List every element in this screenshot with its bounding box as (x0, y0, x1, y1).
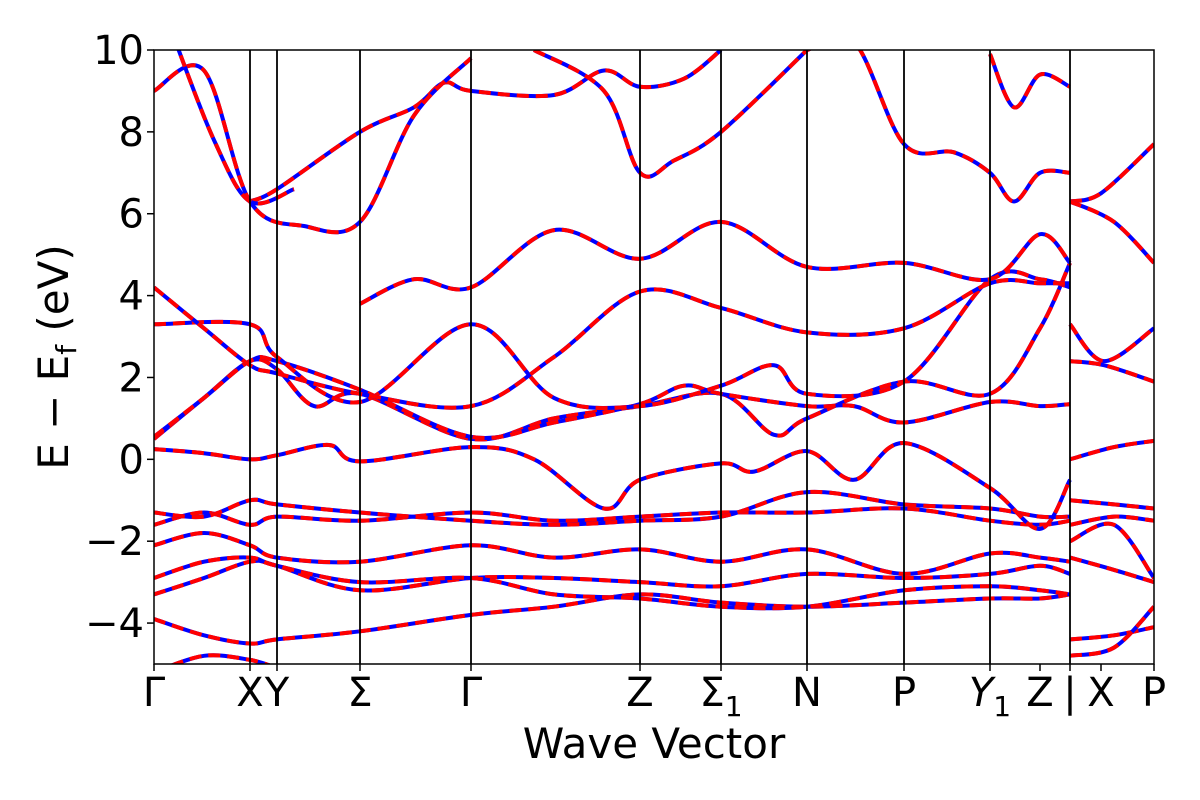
band-line-solid-5 (154, 506, 1071, 527)
band-line-dashed-18 (988, 53, 1071, 110)
band-line-dashed-9 (154, 355, 1071, 440)
y-tick-label: 6 (119, 192, 144, 238)
y-tick-label: 4 (119, 274, 144, 320)
x-tick-label: Γ (143, 670, 166, 716)
band-line-dashed-22 (1069, 359, 1154, 384)
y-axis-label-space (29, 332, 78, 345)
band-line-dashed-10 (154, 269, 1071, 411)
x-tick-label: P (1142, 670, 1166, 716)
band-line-dashed-21 (1068, 322, 1154, 364)
band-line-dashed-14 (154, 56, 473, 235)
y-tick-label: 10 (93, 28, 144, 74)
y-axis-label: E − Ef (eV) (29, 244, 83, 470)
high-symmetry-lines (249, 50, 1071, 664)
plot-frame (153, 49, 1155, 665)
band-line-dashed-2 (154, 558, 1071, 597)
y-ticks: −4 −2 0 2 4 6 8 10 (85, 28, 154, 647)
x-tick-label: Y1 (969, 670, 1011, 723)
band-line-dashed-16 (532, 50, 809, 179)
y-tick-label: 0 (119, 437, 144, 483)
band-line-dashed-26 (1069, 521, 1154, 580)
x-tick-label: Γ (460, 670, 483, 716)
x-ticks: Γ X Y Σ Γ Z Σ1 N P Y1 Z | X P (143, 664, 1166, 723)
band-line-dashed-25 (1069, 514, 1154, 527)
band-line-dashed-17 (807, 50, 1071, 204)
x-tick-label: | (1063, 670, 1076, 716)
x-tick-label: Σ (347, 670, 372, 716)
band-line-dashed-24 (1069, 498, 1154, 511)
band-line-dashed-20 (1069, 199, 1154, 265)
y-axis-label-unit: (eV) (29, 244, 78, 331)
band-line-dashed-4 (154, 531, 1071, 576)
x-tick-label: N (792, 670, 822, 716)
y-tick-label: 8 (119, 110, 144, 156)
band-line-dashed-15 (176, 50, 295, 206)
band-line-dashed-6 (154, 489, 1071, 527)
x-tick-label: Y (264, 670, 290, 716)
band-line-dashed-28 (1069, 625, 1154, 642)
band-line-dashed-3 (154, 555, 1071, 611)
x-tick-label: Z (626, 670, 653, 716)
y-tick-label: −4 (85, 601, 144, 647)
y-axis-label-sub: f (50, 344, 83, 355)
y-axis-label-main: E − E (29, 355, 78, 470)
band-line-dashed-29 (1069, 605, 1154, 658)
band-line-dashed-23 (1069, 438, 1154, 462)
x-axis-label: Wave Vector (523, 719, 786, 768)
y-tick-label: 2 (119, 355, 144, 401)
band-line-dashed-19 (1069, 142, 1154, 204)
x-tick-label: Σ1 (699, 670, 742, 723)
x-tick-label: X (1087, 670, 1114, 716)
y-tick-label: −2 (85, 519, 144, 565)
x-tick-label: X (236, 670, 263, 716)
band-line-dashed-11 (154, 278, 1070, 410)
x-tick-label: P (892, 670, 916, 716)
x-tick-label: Z (1026, 670, 1053, 716)
band-line-dashed-27 (1069, 555, 1154, 585)
